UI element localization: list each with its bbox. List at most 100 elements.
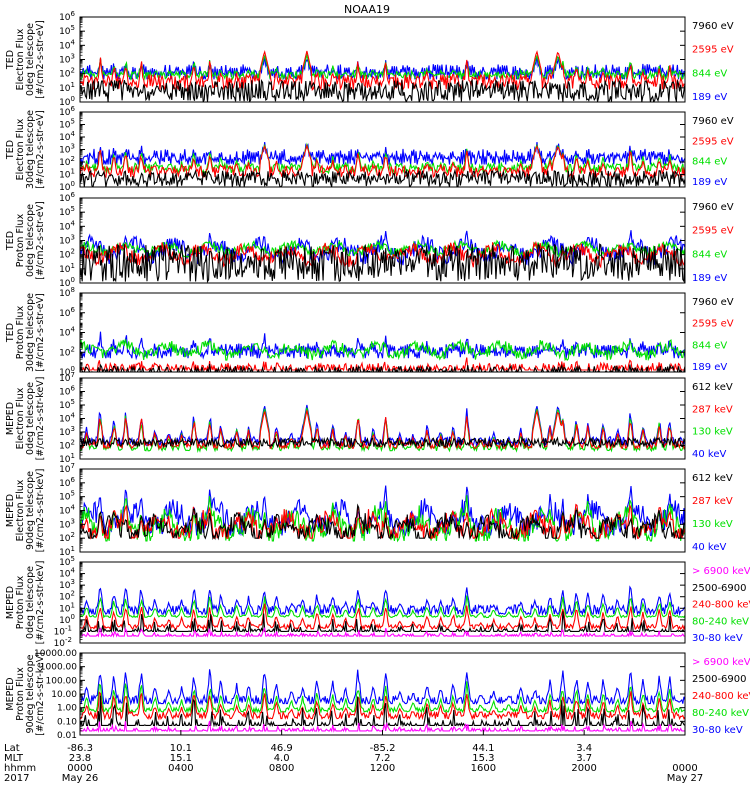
y-tick-label: 103 [59, 517, 75, 530]
legend-entry: 612 keV [692, 473, 733, 484]
legend-entry: 2595 eV [692, 136, 734, 147]
y-tick-label: 103 [59, 578, 75, 591]
y-tick-label: 100 [59, 365, 75, 378]
legend-entry: 7960 eV [692, 116, 734, 127]
y-axis-label: 0deg telescope [25, 382, 36, 455]
y-tick-label: 106 [59, 385, 75, 398]
series-7960-ev [80, 78, 685, 102]
y-tick-label: 104 [59, 130, 75, 143]
y-axis-label: 90deg telescope [25, 471, 36, 550]
legend-entry: 30-80 keV [692, 633, 743, 644]
y-tick-label: 101 [59, 452, 75, 465]
panel-frame [79, 652, 686, 736]
y-axis-label: MEPED [5, 677, 16, 710]
y-tick-label: 10-2 [54, 636, 72, 649]
y-tick-label: 10-1 [54, 624, 72, 637]
series-group [80, 331, 685, 372]
series-287-kev [80, 503, 685, 541]
legend-entry: 2595 eV [692, 226, 734, 237]
panel-8: 0.01 0.10 1.00 10.00 100.00 1000.00 10000.00 ME… [5, 649, 750, 741]
x-tick-label-date: May 27 [667, 773, 704, 784]
y-axis-label: TED [5, 231, 16, 251]
legend-entry: 7960 eV [692, 297, 734, 308]
y-tick-label: 102 [59, 155, 75, 168]
legend-entry: 80-240 keV [692, 708, 749, 719]
y-axis-label: Electron Flux [15, 28, 26, 90]
y-tick-label: 1000.00 [40, 663, 77, 673]
legend-entry: 844 eV [692, 157, 727, 168]
y-axis-label: TED [5, 323, 16, 343]
series--6900-kev [80, 626, 685, 638]
y-axis-label: 90deg telescope [25, 654, 36, 733]
legend-entry: 40 keV [692, 542, 726, 553]
y-tick-label: 104 [59, 504, 75, 517]
series-group [80, 404, 685, 454]
y-axis-label: 0deg telescope [25, 566, 36, 639]
series-612-kev [80, 503, 685, 541]
legend-entry: 240-800 keV [692, 600, 750, 611]
y-tick-label: 0.10 [57, 717, 77, 727]
legend-entry: 2500-6900 [692, 674, 747, 685]
series-group [80, 585, 685, 638]
y-tick-label: 10000.00 [34, 649, 77, 659]
series-80-240-kev [80, 681, 685, 714]
y-axis-label: MEPED [5, 586, 16, 619]
y-tick-label: 104 [59, 412, 75, 425]
y-axis-label: Electron Flux [15, 118, 26, 180]
y-axis-label: Proton Flux [15, 305, 26, 359]
legend-entry: 40 keV [692, 449, 726, 460]
series-group [80, 230, 685, 283]
y-tick-label: 102 [59, 439, 75, 452]
x-tick-label-hhmm: 0800 [269, 763, 294, 774]
y-axis-label: Proton Flux [15, 575, 26, 629]
y-axis-label: [#/cm2-s-str-keV] [35, 652, 46, 736]
y-tick-label: 103 [59, 143, 75, 156]
y-tick-label: 106 [59, 306, 75, 319]
legend-entry: 130 keV [692, 427, 733, 438]
y-tick-label: 100.00 [46, 676, 78, 686]
series-844-ev [80, 338, 685, 362]
y-tick-label: 103 [59, 425, 75, 438]
legend-entry: > 6900 keV [692, 566, 750, 577]
x-tick-label-lat: 44.1 [472, 743, 494, 754]
legend-entry: 612 keV [692, 382, 733, 393]
y-axis-label: Proton Flux [15, 667, 26, 721]
legend-entry: 2500-6900 [692, 583, 747, 594]
y-axis-label: 0deg telescope [25, 204, 36, 277]
x-tick-label-hhmm: 2000 [571, 763, 596, 774]
x-tick-label-hhmm: 0000 [67, 763, 92, 774]
x-tick-label-hhmm: 0000 [672, 763, 697, 774]
y-tick-label: 106 [59, 105, 75, 118]
series-844-ev [80, 53, 685, 82]
legend-entry: 844 eV [692, 340, 727, 351]
y-axis-label: [#/cm2-s-str-eV] [35, 20, 46, 99]
y-tick-label: 1.00 [57, 704, 77, 714]
x-row-label: Lat [4, 743, 20, 754]
y-tick-label: 100 [59, 276, 75, 289]
y-tick-label: 105 [59, 24, 75, 37]
series-2500-6900 [80, 611, 685, 634]
x-tick-label-lat: -85.2 [370, 743, 396, 754]
y-tick-label: 104 [59, 326, 75, 339]
legend-entry: 287 keV [692, 496, 733, 507]
series-group [80, 142, 685, 187]
y-tick-label: 102 [59, 248, 75, 261]
legend-entry: 130 keV [692, 519, 733, 530]
x-tick-label-mlt: 3.7 [576, 753, 592, 764]
x-tick-label-mlt: 15.1 [170, 753, 192, 764]
y-axis-label: MEPED [5, 494, 16, 527]
legend-entry: 240-800 keV [692, 691, 750, 702]
y-tick-label: 102 [59, 345, 75, 358]
y-tick-label: 0.01 [57, 731, 77, 741]
series-2500-6900 [80, 695, 685, 728]
y-tick-label: 103 [59, 234, 75, 247]
panel-frame [79, 16, 686, 103]
legend-entry: 80-240 keV [692, 616, 749, 627]
y-tick-label: 107 [59, 371, 75, 384]
y-tick-label: 101 [59, 168, 75, 181]
legend-entry: 189 eV [692, 273, 727, 284]
legend-entry: 30-80 keV [692, 725, 743, 736]
